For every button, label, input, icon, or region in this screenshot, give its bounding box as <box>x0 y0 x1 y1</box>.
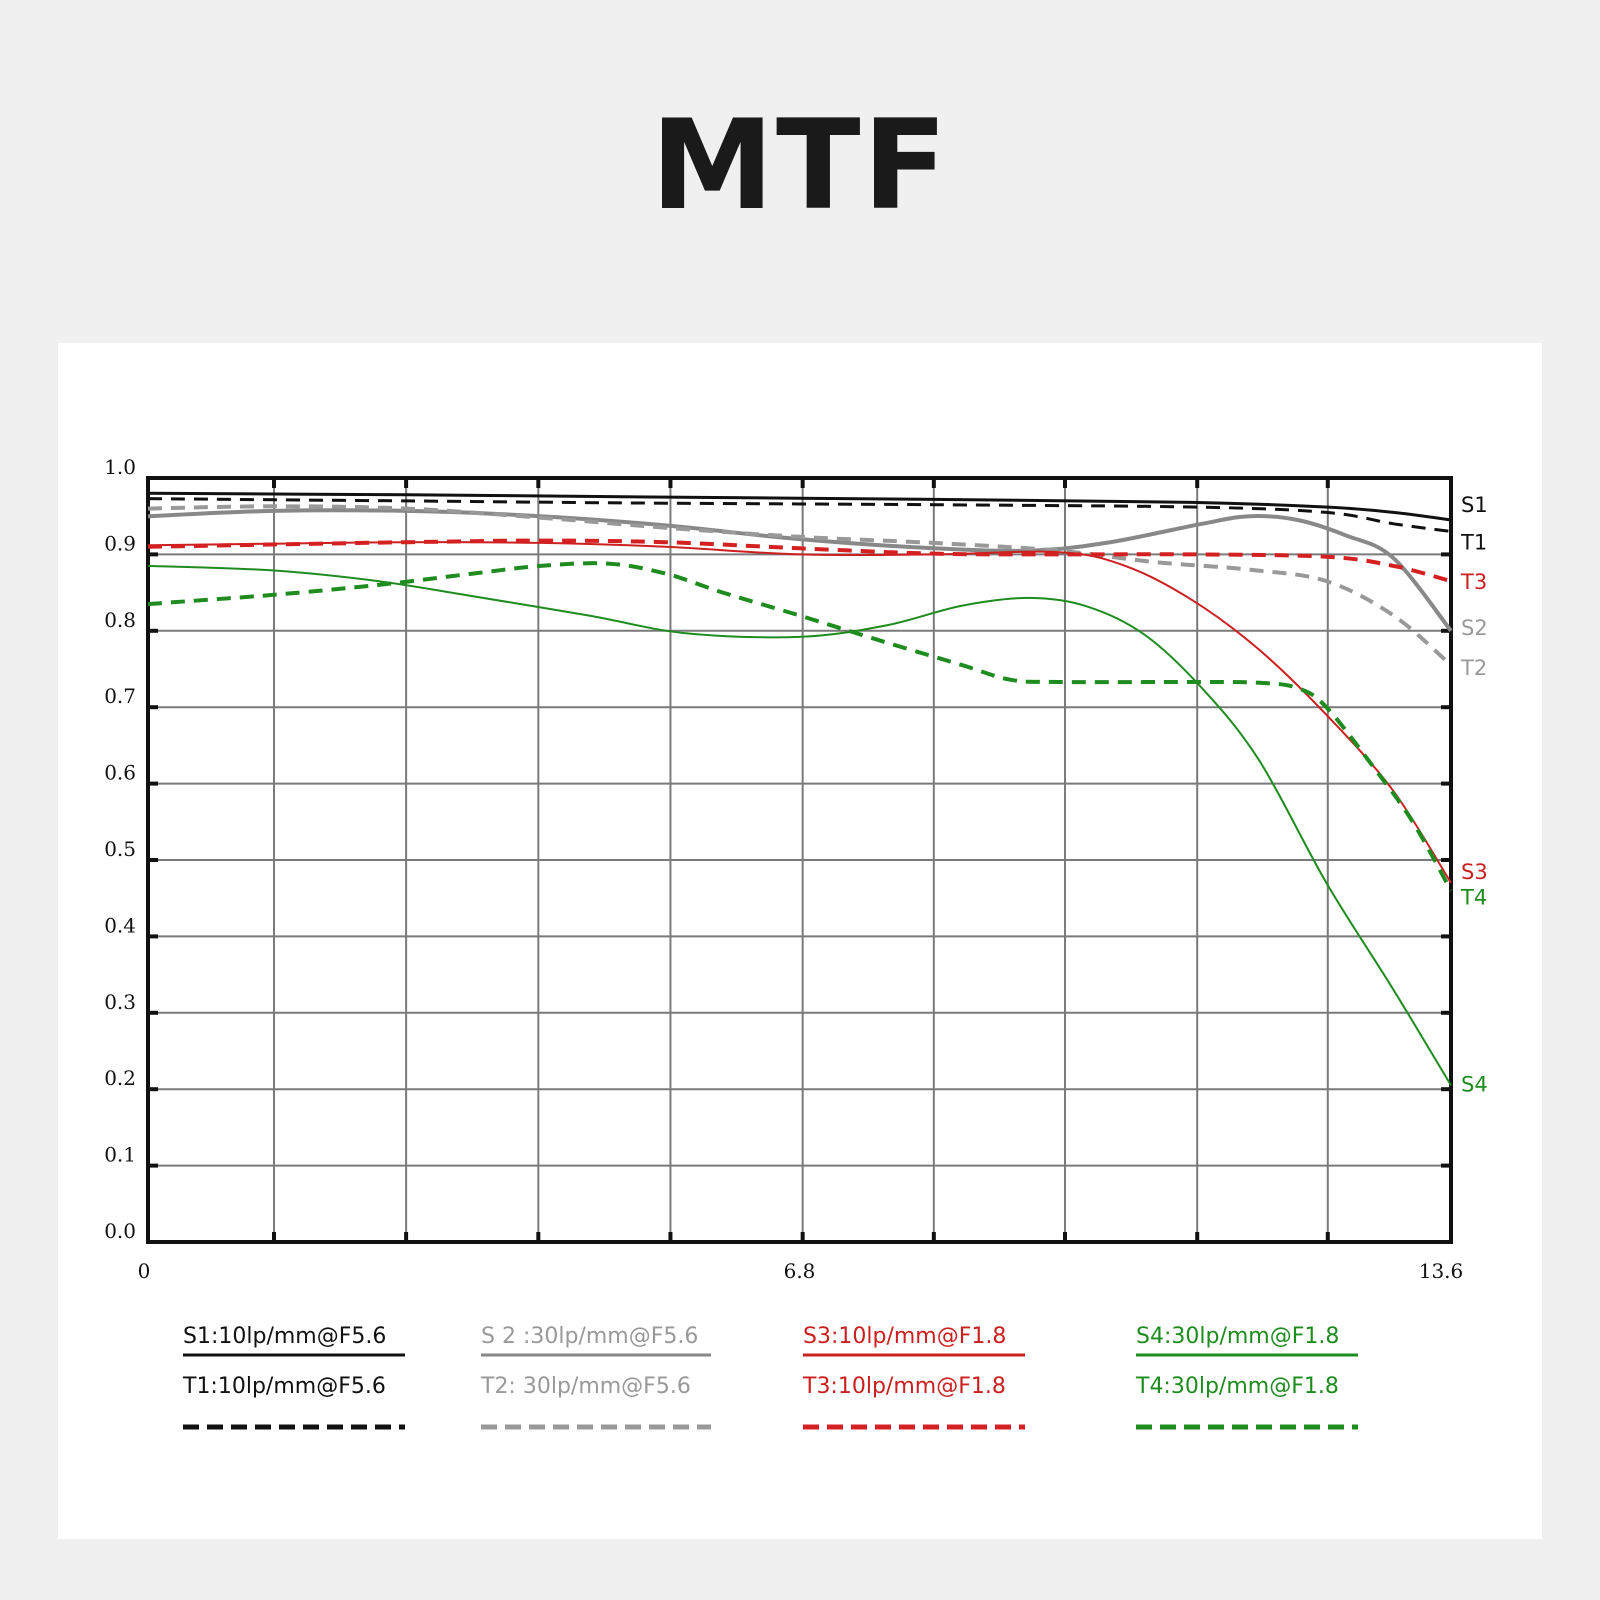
y-tick-label: 0.0 <box>104 1219 136 1243</box>
chart-card: 0.0 0.1 0.2 0.3 0.4 0.5 0.6 0.7 0.8 0.9 1.0 0 6.8 13.… <box>58 343 1542 1539</box>
y-tick-label: 0.2 <box>104 1066 136 1090</box>
legend-label-t1: T1:10lp/mm@F5.6 <box>182 1374 386 1399</box>
y-tick-label: 0.9 <box>104 531 136 555</box>
series-line-t1 <box>147 497 1452 533</box>
series-end-label-s3: S3 <box>1461 860 1488 884</box>
series-end-label-s4: S4 <box>1461 1072 1488 1096</box>
series-line-s4 <box>147 564 1452 1086</box>
legend-label-s2: S 2 :30lp/mm@F5.6 <box>481 1324 698 1349</box>
series-line-t4 <box>147 561 1453 892</box>
page-title: MTF <box>650 94 950 238</box>
y-tick-label: 0.3 <box>104 990 136 1014</box>
legend-label-t3: T3:10lp/mm@F1.8 <box>802 1374 1006 1399</box>
y-tick-label: 0.1 <box>104 1143 136 1167</box>
y-tick-label: 0.6 <box>104 761 136 785</box>
series-line-t3 <box>147 538 1452 584</box>
series-end-label-s2: S2 <box>1461 616 1488 640</box>
y-tick-label: 0.4 <box>104 913 136 937</box>
series-end-label-t4: T4 <box>1460 886 1487 910</box>
series-line-t2 <box>147 504 1453 667</box>
y-tick-label: 0.5 <box>104 837 136 861</box>
mtf-chart: 0.0 0.1 0.2 0.3 0.4 0.5 0.6 0.7 0.8 0.9 1.0 0 6.8 13.… <box>104 455 1488 1430</box>
series-line-s1 <box>147 491 1452 522</box>
legend-label-t4: T4:30lp/mm@F1.8 <box>1135 1374 1339 1399</box>
x-tick-label: 0 <box>138 1259 151 1283</box>
y-tick-label: 0.8 <box>104 608 136 632</box>
legend-label-s3: S3:10lp/mm@F1.8 <box>803 1324 1006 1349</box>
legend-label-t2: T2: 30lp/mm@F5.6 <box>480 1374 691 1399</box>
series-end-label-t1: T1 <box>1460 530 1487 554</box>
plot-frame <box>146 476 1453 1244</box>
series-end-label-s1: S1 <box>1461 493 1488 517</box>
x-tick-label: 6.8 <box>784 1259 816 1283</box>
y-tick-label: 0.7 <box>104 684 136 708</box>
x-tick-label: 13.6 <box>1419 1259 1464 1283</box>
series-line-s2 <box>147 508 1453 633</box>
legend-label-s1: S1:10lp/mm@F5.6 <box>183 1324 386 1349</box>
legend-label-s4: S4:30lp/mm@F1.8 <box>1136 1324 1339 1349</box>
series-end-label-t3: T3 <box>1460 570 1487 594</box>
series-line-s3 <box>147 541 1452 884</box>
y-tick-label: 1.0 <box>104 455 136 479</box>
series-end-label-t2: T2 <box>1460 656 1487 680</box>
